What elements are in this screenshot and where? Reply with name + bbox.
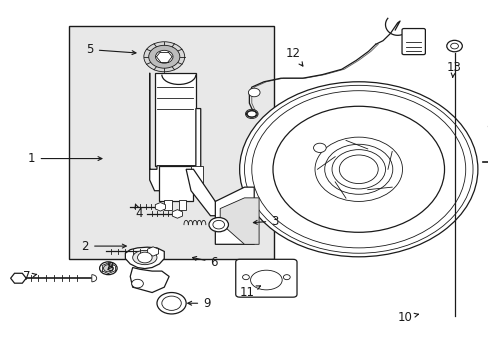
FancyBboxPatch shape <box>401 28 425 55</box>
Ellipse shape <box>250 270 282 290</box>
Text: 12: 12 <box>285 47 302 66</box>
Circle shape <box>242 275 249 280</box>
Polygon shape <box>186 169 224 216</box>
Text: 2: 2 <box>81 240 126 253</box>
Text: 9: 9 <box>187 297 210 310</box>
Bar <box>164 200 171 210</box>
Text: 13: 13 <box>446 61 460 77</box>
Polygon shape <box>220 198 259 244</box>
Circle shape <box>157 293 186 314</box>
Bar <box>179 200 186 210</box>
Circle shape <box>103 265 113 272</box>
Text: 7: 7 <box>23 270 37 283</box>
Text: 3: 3 <box>253 215 278 228</box>
Text: 6: 6 <box>192 256 218 269</box>
Polygon shape <box>149 73 201 191</box>
Bar <box>69 26 273 258</box>
Wedge shape <box>92 275 97 282</box>
Circle shape <box>239 82 477 257</box>
Ellipse shape <box>246 111 257 117</box>
Text: 10: 10 <box>397 311 418 324</box>
Polygon shape <box>125 247 164 269</box>
Circle shape <box>450 43 458 49</box>
Circle shape <box>248 88 260 97</box>
Circle shape <box>283 275 289 280</box>
Circle shape <box>212 220 224 229</box>
Circle shape <box>155 50 173 63</box>
Bar <box>191 166 203 187</box>
Circle shape <box>446 40 461 52</box>
Bar <box>154 73 196 166</box>
Ellipse shape <box>132 250 157 265</box>
Text: 8: 8 <box>106 261 113 274</box>
Circle shape <box>162 296 181 310</box>
Text: 5: 5 <box>86 43 136 56</box>
Text: 4: 4 <box>135 204 142 220</box>
Circle shape <box>313 143 325 153</box>
Bar <box>159 166 193 202</box>
Text: 11: 11 <box>239 286 260 299</box>
FancyBboxPatch shape <box>235 259 296 297</box>
Circle shape <box>148 45 180 68</box>
Circle shape <box>131 279 143 288</box>
Circle shape <box>208 217 228 232</box>
Circle shape <box>137 252 152 263</box>
Text: 1: 1 <box>28 152 102 165</box>
Circle shape <box>100 262 117 275</box>
Polygon shape <box>130 267 169 293</box>
Circle shape <box>272 106 444 232</box>
Polygon shape <box>215 187 254 244</box>
Circle shape <box>143 42 184 72</box>
